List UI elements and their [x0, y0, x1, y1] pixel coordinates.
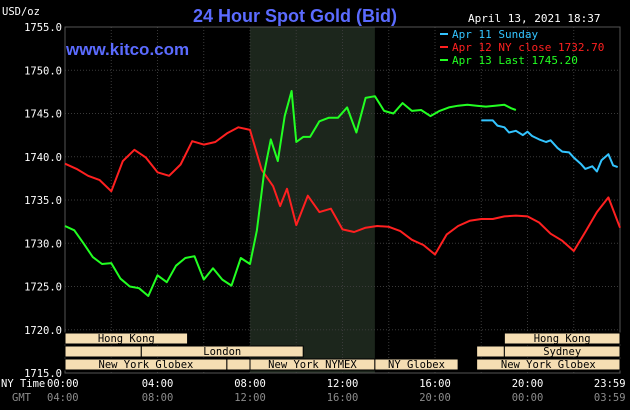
x-tick-label-ny: 04:00 [142, 378, 174, 390]
x-tick-label-ny: 23:59 [594, 378, 626, 390]
series-line-apr12 [64, 126, 621, 256]
x-tick-label-ny: 00:00 [47, 378, 79, 390]
y-tick-label: 1735.0 [24, 195, 62, 207]
session-label: NY Globex [388, 359, 445, 371]
legend-label-apr12: Apr 12 NY close 1732.70 [452, 41, 604, 54]
x-tick-label-ny: 12:00 [327, 378, 359, 390]
x-tick-label-gmt: 00:00 [512, 392, 544, 404]
series-line-apr13 [64, 90, 517, 297]
website-label: www.kitco.com [65, 40, 189, 59]
x-tick-label-ny: 20:00 [512, 378, 544, 390]
x-tick-label-ny: 16:00 [419, 378, 451, 390]
y-tick-label: 1730.0 [24, 238, 62, 250]
x-axis-ny-time-label: NY Time [1, 378, 45, 390]
session-label: Hong Kong [534, 333, 591, 345]
session-label: New York NYMEX [268, 359, 357, 371]
datetime-label: April 13, 2021 18:37 [468, 12, 600, 25]
y-tick-label: 1750.0 [24, 65, 62, 77]
y-tick-label: 1720.0 [24, 325, 62, 337]
series-line-apr11 [481, 119, 619, 173]
y-tick-label: 1745.0 [24, 109, 62, 121]
x-tick-label-gmt: 16:00 [327, 392, 359, 404]
x-tick-label-gmt: 03:59 [594, 392, 626, 404]
session-bar [140, 345, 304, 358]
session-label: Hong Kong [98, 333, 155, 345]
x-axis-gmt-label: GMT [12, 392, 32, 404]
chart-title: 24 Hour Spot Gold (Bid) [193, 6, 397, 26]
session-label: London [203, 346, 241, 358]
y-tick-label: 1740.0 [24, 152, 62, 164]
session-bar [64, 332, 189, 345]
y-tick-label: 1755.0 [24, 22, 62, 34]
x-tick-label-gmt: 12:00 [234, 392, 266, 404]
session-label: Sydney [543, 346, 581, 358]
legend: Apr 11 Sunday Apr 12 NY close 1732.70 Ap… [440, 28, 604, 67]
x-tick-label-gmt: 20:00 [419, 392, 451, 404]
legend-label-apr11: Apr 11 Sunday [452, 28, 538, 41]
y-tick-label: 1725.0 [24, 282, 62, 294]
session-bar [226, 358, 251, 371]
session-label: New York Globex [501, 359, 596, 371]
x-tick-label-gmt: 04:00 [47, 392, 79, 404]
y-axis-unit-label: USD/oz [2, 6, 40, 18]
session-bar [476, 345, 505, 358]
session-bar [503, 345, 621, 358]
plot-frame [64, 26, 621, 374]
y-tick-label: 1715.0 [24, 368, 62, 380]
session-label: New York Globex [99, 359, 194, 371]
x-tick-label-ny: 08:00 [234, 378, 266, 390]
session-bar [64, 345, 142, 358]
x-tick-label-gmt: 08:00 [142, 392, 174, 404]
session-bar [374, 358, 459, 371]
nymex-session-highlight [250, 27, 375, 373]
session-bar [503, 332, 621, 345]
session-bar [476, 358, 621, 371]
legend-label-apr13: Apr 13 Last 1745.20 [452, 54, 578, 67]
